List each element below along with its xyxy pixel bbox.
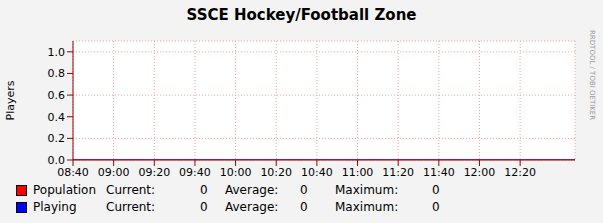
svg-text:10:20: 10:20 <box>260 166 292 179</box>
svg-text:1.0: 1.0 <box>48 46 66 59</box>
svg-text:Players: Players <box>4 80 17 120</box>
svg-text:08:40: 08:40 <box>57 166 89 179</box>
html-text:Playing: Playing <box>33 200 77 214</box>
html-text:Maximum:: Maximum: <box>335 200 399 214</box>
svg-text:0.0: 0.0 <box>48 154 66 167</box>
svg-text:10:00: 10:00 <box>220 166 252 179</box>
html-text:Average:: Average: <box>225 183 279 197</box>
svg-text:10:40: 10:40 <box>301 166 333 179</box>
html-text:Maximum:: Maximum: <box>335 183 399 197</box>
svg-text:12:20: 12:20 <box>504 166 536 179</box>
html-text:RRDTOOL / TOBI OETIKER: RRDTOOL / TOBI OETIKER <box>588 30 596 121</box>
html-text:SSCE Hockey/Football Zone: SSCE Hockey/Football Zone <box>186 6 417 24</box>
svg-text:0.2: 0.2 <box>48 132 66 145</box>
html-text:0: 0 <box>200 183 208 197</box>
html-text:0: 0 <box>300 183 308 197</box>
svg-text:11:00: 11:00 <box>342 166 374 179</box>
svg-text:11:20: 11:20 <box>382 166 414 179</box>
svg-text:09:20: 09:20 <box>138 166 170 179</box>
html-text:Average:: Average: <box>225 200 279 214</box>
svg-text:0.6: 0.6 <box>48 89 66 102</box>
html-text:Population: Population <box>33 183 96 197</box>
html-text:0: 0 <box>432 183 440 197</box>
svg-text:12:00: 12:00 <box>464 166 496 179</box>
html-text:0: 0 <box>300 200 308 214</box>
svg-text:0.8: 0.8 <box>48 67 66 80</box>
html-text:0: 0 <box>432 200 440 214</box>
svg-text:09:40: 09:40 <box>179 166 211 179</box>
svg-text:11:40: 11:40 <box>423 166 455 179</box>
html-text:Current:: Current: <box>106 183 156 197</box>
html-text:Current:: Current: <box>106 200 156 214</box>
svg-text:0.4: 0.4 <box>48 111 66 124</box>
html-text:0: 0 <box>200 200 208 214</box>
svg-text:09:00: 09:00 <box>98 166 130 179</box>
